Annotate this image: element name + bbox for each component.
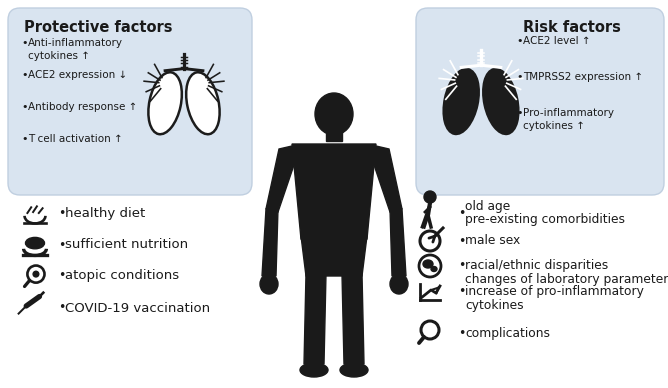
Text: •: • bbox=[21, 134, 27, 144]
Ellipse shape bbox=[186, 72, 220, 134]
Ellipse shape bbox=[423, 260, 433, 268]
Text: •: • bbox=[516, 36, 522, 46]
Polygon shape bbox=[292, 144, 376, 239]
Polygon shape bbox=[372, 146, 402, 212]
Text: complications: complications bbox=[465, 326, 550, 340]
FancyBboxPatch shape bbox=[416, 8, 664, 195]
Text: healthy diet: healthy diet bbox=[65, 206, 145, 220]
FancyBboxPatch shape bbox=[8, 8, 252, 195]
Text: cytokines: cytokines bbox=[465, 298, 524, 312]
Polygon shape bbox=[390, 209, 406, 276]
Polygon shape bbox=[262, 209, 278, 276]
Text: •: • bbox=[516, 72, 522, 82]
Text: •: • bbox=[58, 239, 65, 251]
Text: racial/ethnic disparities: racial/ethnic disparities bbox=[465, 260, 609, 272]
Text: •: • bbox=[21, 70, 27, 80]
Text: •: • bbox=[458, 326, 466, 340]
Text: Anti-inflammatory
cytokines ↑: Anti-inflammatory cytokines ↑ bbox=[28, 38, 123, 61]
Ellipse shape bbox=[148, 72, 182, 134]
Text: sufficient nutrition: sufficient nutrition bbox=[65, 239, 188, 251]
Circle shape bbox=[424, 191, 436, 203]
Text: •: • bbox=[458, 286, 466, 298]
Text: T cell activation ↑: T cell activation ↑ bbox=[28, 134, 123, 144]
Ellipse shape bbox=[340, 363, 368, 377]
Polygon shape bbox=[342, 274, 364, 364]
Text: •: • bbox=[21, 102, 27, 112]
Ellipse shape bbox=[444, 69, 479, 134]
Ellipse shape bbox=[315, 93, 353, 135]
FancyBboxPatch shape bbox=[326, 117, 342, 141]
Text: COVID-19 vaccination: COVID-19 vaccination bbox=[65, 301, 210, 315]
Text: increase of pro-inflammatory: increase of pro-inflammatory bbox=[465, 286, 644, 298]
Ellipse shape bbox=[300, 363, 328, 377]
Text: ACE2 level ↑: ACE2 level ↑ bbox=[523, 36, 591, 46]
Ellipse shape bbox=[25, 237, 45, 249]
Text: •: • bbox=[458, 234, 466, 248]
Ellipse shape bbox=[483, 69, 518, 134]
Polygon shape bbox=[266, 146, 296, 212]
Text: ACE2 expression ↓: ACE2 expression ↓ bbox=[28, 70, 127, 80]
Text: Risk factors: Risk factors bbox=[523, 20, 621, 35]
Text: •: • bbox=[58, 301, 65, 315]
Text: Pro-inflammatory
cytokines ↑: Pro-inflammatory cytokines ↑ bbox=[523, 108, 614, 131]
Text: •: • bbox=[21, 38, 27, 48]
Text: •: • bbox=[458, 260, 466, 272]
Text: atopic conditions: atopic conditions bbox=[65, 270, 179, 282]
Text: •: • bbox=[58, 206, 65, 220]
Polygon shape bbox=[304, 274, 326, 364]
Ellipse shape bbox=[390, 274, 408, 294]
Text: Antibody response ↑: Antibody response ↑ bbox=[28, 102, 138, 112]
Text: •: • bbox=[58, 270, 65, 282]
Text: TMPRSS2 expression ↑: TMPRSS2 expression ↑ bbox=[523, 72, 643, 82]
Ellipse shape bbox=[431, 267, 437, 272]
Text: •: • bbox=[516, 108, 522, 118]
Text: changes of laboratory parameters: changes of laboratory parameters bbox=[465, 272, 668, 286]
Ellipse shape bbox=[260, 274, 278, 294]
Text: male sex: male sex bbox=[465, 234, 520, 248]
Text: old age: old age bbox=[465, 200, 510, 213]
Text: pre-existing comorbidities: pre-existing comorbidities bbox=[465, 213, 625, 226]
Text: Protective factors: Protective factors bbox=[24, 20, 172, 35]
Polygon shape bbox=[301, 236, 367, 276]
Circle shape bbox=[33, 271, 39, 277]
Text: •: • bbox=[458, 206, 466, 220]
